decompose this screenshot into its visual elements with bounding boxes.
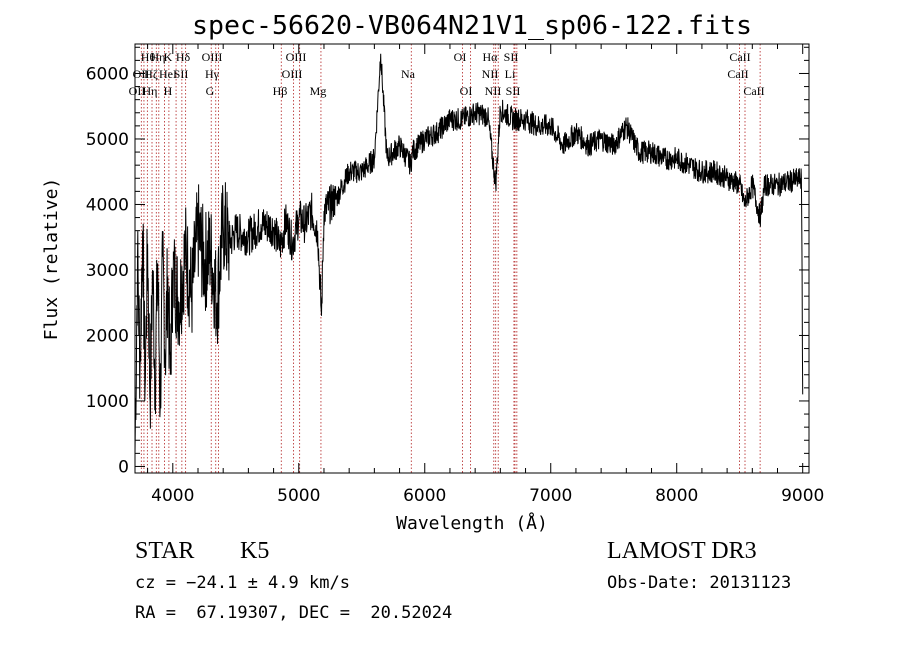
emission-line-label: Hδ [176,50,191,64]
emission-line-label: K [164,50,173,64]
x-tick-label: 9000 [781,486,824,506]
emission-line-label: OI [454,50,467,64]
emission-line-markers [140,44,761,473]
emission-line-label: Hγ [205,67,220,81]
emission-line-label: OI [460,84,473,98]
emission-line-label: OIII [282,67,303,81]
x-tick-label: 6000 [403,486,446,506]
emission-line-label: SII [174,67,189,81]
object-class: STAR [135,538,195,564]
emission-line-label: Li [505,67,516,81]
y-tick-label: 4000 [86,195,129,215]
emission-line-label: Hη [143,84,158,98]
axis-ticks [135,44,809,473]
survey-name: LAMOST DR3 [607,538,757,564]
emission-line-label: Hα [483,50,499,64]
emission-line-label: OIII [202,50,223,64]
emission-line-label: OII [133,67,150,81]
emission-line-label: NII [485,84,502,98]
emission-line-label: Hβ [273,84,288,98]
plot-frame [134,43,810,474]
chart-title: spec-56620-VB064N21V1_sp06-122.fits [192,11,752,41]
emission-line-label: Na [401,67,416,81]
x-tick-label: 5000 [277,486,320,506]
x-tick-label: 7000 [529,486,572,506]
emission-line-label: H [164,84,173,98]
redshift-velocity: cz = −24.1 ± 4.9 km/s [135,573,350,593]
y-tick-label: 3000 [86,261,129,281]
emission-line-label: CaII [743,84,764,98]
emission-line-label: CaII [729,50,750,64]
y-tick-label: 2000 [86,326,129,346]
emission-line-label: Hζ [144,67,158,81]
emission-line-label: CaII [727,67,748,81]
emission-line-label: Mg [310,84,327,98]
x-tick-labels: 4000 5000 6000 7000 8000 9000 [151,486,824,506]
observation-date: Obs-Date: 20131123 [607,573,792,593]
emission-line-label: OII [129,84,146,98]
y-tick-label: 0 [118,457,129,477]
y-tick-label: 6000 [86,64,129,84]
y-tick-label: 1000 [86,392,129,412]
emission-line-label: SII [504,50,519,64]
emission-line-label: OIII [286,50,307,64]
x-tick-label: 8000 [655,486,698,506]
emission-line-label: G [206,84,215,98]
emission-line-label: Hθ [141,50,156,64]
y-tick-label: 5000 [86,130,129,150]
emission-line-label: NII [482,67,499,81]
y-tick-labels: 0 1000 2000 3000 4000 5000 6000 [86,64,129,477]
emission-line-label: Hη [151,50,166,64]
coordinates: RA = 67.19307, DEC = 20.52024 [135,603,453,623]
object-subclass: K5 [240,538,270,564]
emission-line-label: SII [506,84,521,98]
emission-line-label: HeI [159,67,177,81]
flux-series-line [134,53,804,454]
x-tick-label: 4000 [151,486,194,506]
y-axis-label: Flux (relative) [41,178,62,341]
x-axis-label: Wavelength (Å) [396,512,548,534]
